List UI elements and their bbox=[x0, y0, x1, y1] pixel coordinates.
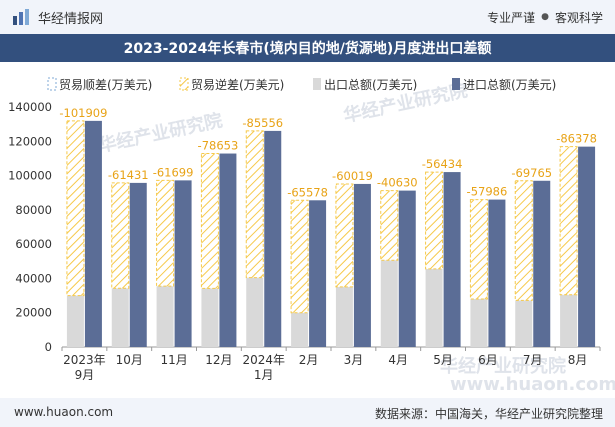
export-bar bbox=[560, 294, 578, 347]
x-tick-label: 8月 bbox=[568, 353, 588, 367]
x-tick-label: 12月 bbox=[205, 353, 232, 367]
separator-dot-icon: ● bbox=[541, 12, 549, 22]
y-tick-label: 100000 bbox=[8, 169, 52, 183]
export-bar bbox=[111, 288, 129, 347]
legend-deficit: 贸易逆差(万美元) bbox=[179, 77, 284, 92]
x-tick-label: 2月 bbox=[299, 353, 319, 367]
deficit-bar bbox=[156, 179, 175, 287]
data-label: -65578 bbox=[287, 185, 328, 199]
x-tick-label: 1月 bbox=[254, 368, 274, 382]
top-bar: 华经情报网 专业严谨 ● 客观科学 bbox=[0, 0, 615, 34]
export-bar bbox=[515, 300, 533, 347]
x-tick-label: 9月 bbox=[75, 368, 95, 382]
import-bar bbox=[219, 153, 237, 347]
x-tick-label: 7月 bbox=[523, 353, 543, 367]
watermark-text: 华经产业研究院 bbox=[440, 355, 566, 377]
tag-right: 客观科学 bbox=[554, 10, 603, 25]
deficit-bar bbox=[290, 199, 309, 314]
export-bar bbox=[470, 299, 488, 347]
tagline: 专业严谨 ● 客观科学 bbox=[487, 8, 603, 26]
export-bar bbox=[156, 286, 174, 347]
x-tick-label: 3月 bbox=[344, 353, 364, 367]
x-tick-label: 6月 bbox=[478, 353, 498, 367]
watermark-text: www.huaon.com bbox=[450, 374, 615, 395]
import-bar bbox=[578, 146, 596, 347]
brand-name: 华经情报网 bbox=[38, 11, 104, 27]
brand-logo-icon bbox=[13, 9, 29, 25]
legend-export: 出口总额(万美元) bbox=[313, 78, 417, 92]
legend-deficit-swatch bbox=[179, 77, 189, 91]
chart-area: 华经产业研究院华经产业研究院华经产业研究院www.huaon.com贸易顺差(万… bbox=[8, 77, 615, 395]
legend-surplus-label: 贸易顺差(万美元) bbox=[59, 78, 152, 92]
x-tick-label: 2024年 bbox=[242, 353, 285, 367]
data-label: -101909 bbox=[59, 106, 107, 120]
y-tick-label: 140000 bbox=[8, 100, 52, 114]
import-bar bbox=[443, 172, 461, 347]
deficit-bar bbox=[245, 130, 264, 279]
import-bar bbox=[129, 182, 147, 347]
y-tick-label: 20000 bbox=[15, 306, 52, 320]
export-bar bbox=[380, 260, 398, 347]
data-label: -86378 bbox=[556, 132, 597, 146]
data-label: -61699 bbox=[153, 165, 194, 179]
data-label: -61431 bbox=[108, 168, 149, 182]
legend-import-label: 进口总额(万美元) bbox=[463, 78, 556, 92]
import-bar bbox=[309, 200, 327, 347]
deficit-bar bbox=[66, 120, 85, 297]
import-bar bbox=[488, 199, 506, 347]
y-tick-label: 0 bbox=[45, 340, 52, 354]
y-tick-label: 60000 bbox=[15, 237, 52, 251]
deficit-bar bbox=[380, 190, 399, 261]
deficit-bar bbox=[200, 153, 219, 289]
data-label: -78653 bbox=[198, 139, 239, 153]
legend-export-label: 出口总额(万美元) bbox=[324, 78, 417, 92]
y-tick-label: 80000 bbox=[15, 203, 52, 217]
deficit-bar bbox=[469, 199, 488, 300]
footer-source: 数据来源：中国海关，华经产业研究院整理 bbox=[374, 407, 603, 421]
deficit-bar bbox=[335, 183, 354, 288]
brand: 华经情报网 bbox=[12, 8, 104, 27]
bottom-bar: www.huaon.com 数据来源：中国海关，华经产业研究院整理 bbox=[0, 398, 615, 427]
import-bar bbox=[84, 120, 102, 347]
x-tick-label: 10月 bbox=[116, 353, 143, 367]
deficit-bar bbox=[425, 171, 444, 270]
export-bar bbox=[425, 268, 443, 347]
x-tick-label: 2023年 bbox=[63, 353, 106, 367]
legend-import: 进口总额(万美元) bbox=[452, 78, 556, 92]
data-label: -69765 bbox=[511, 166, 552, 180]
export-bar bbox=[335, 286, 353, 347]
import-bar bbox=[353, 183, 371, 347]
data-label: -56434 bbox=[422, 157, 463, 171]
footer-site[interactable]: www.huaon.com bbox=[14, 405, 114, 419]
legend-surplus: 贸易顺差(万美元) bbox=[47, 77, 152, 92]
export-bar bbox=[66, 295, 84, 347]
legend-deficit-label: 贸易逆差(万美元) bbox=[191, 77, 284, 92]
x-tick-label: 4月 bbox=[388, 353, 408, 367]
import-bar bbox=[174, 180, 192, 347]
y-tick-label: 40000 bbox=[15, 271, 52, 285]
tag-left: 专业严谨 bbox=[487, 10, 536, 25]
import-bar bbox=[398, 190, 416, 347]
import-bar bbox=[533, 180, 551, 347]
legend-surplus-swatch bbox=[47, 77, 57, 91]
y-tick-label: 120000 bbox=[8, 134, 52, 148]
deficit-bar bbox=[559, 146, 578, 296]
export-bar bbox=[201, 288, 219, 347]
deficit-bar bbox=[111, 182, 130, 289]
data-label: -60019 bbox=[332, 169, 373, 183]
data-label: -57986 bbox=[467, 185, 508, 199]
x-tick-label: 5月 bbox=[433, 353, 453, 367]
legend-export-swatch bbox=[313, 78, 321, 90]
export-bar bbox=[246, 277, 264, 347]
chart-title: 2023-2024年长春市(境内目的地/货源地)月度进出口差额 bbox=[0, 34, 615, 62]
data-label: -85556 bbox=[242, 116, 283, 130]
deficit-bar bbox=[514, 180, 533, 301]
legend-import-swatch bbox=[452, 78, 460, 90]
import-bar bbox=[264, 130, 282, 347]
export-bar bbox=[291, 312, 309, 347]
x-tick-label: 11月 bbox=[160, 353, 187, 367]
data-label: -40630 bbox=[377, 176, 418, 190]
